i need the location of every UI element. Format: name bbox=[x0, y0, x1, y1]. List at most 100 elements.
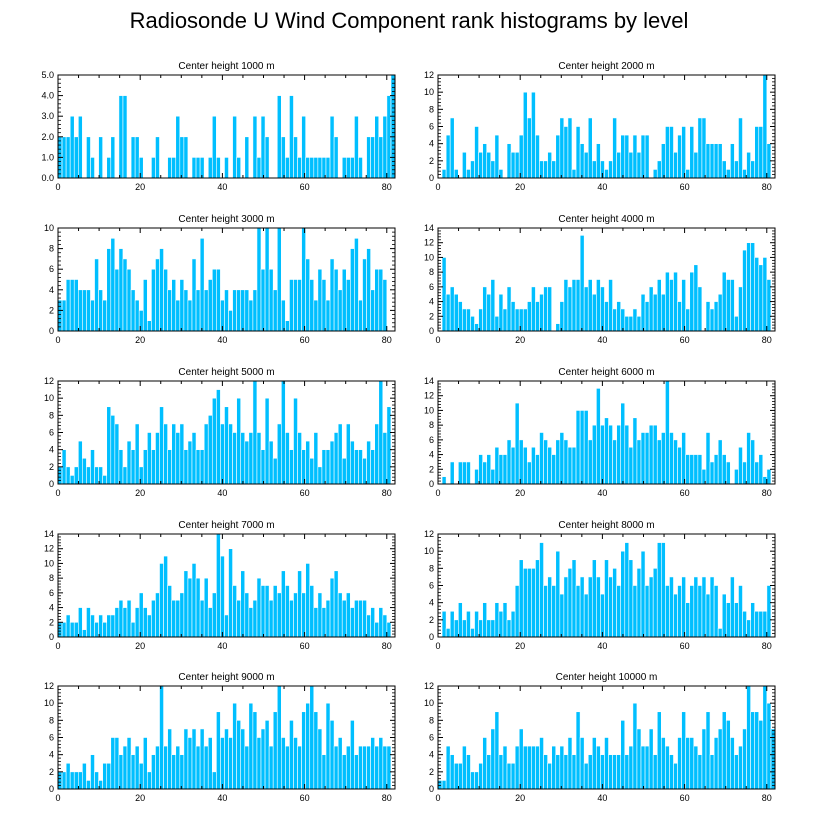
bar bbox=[382, 745, 388, 790]
x-tick-label: 40 bbox=[597, 335, 607, 345]
chart-panel-9: Center height 9000 m 0 20 40 60 80 0 2 4 6 8 10 12 bbox=[44, 672, 396, 803]
bar bbox=[661, 432, 666, 485]
bar bbox=[78, 607, 83, 638]
bar bbox=[337, 737, 343, 790]
bar bbox=[216, 268, 221, 332]
bar bbox=[445, 745, 451, 790]
bar bbox=[333, 432, 339, 485]
bar bbox=[106, 614, 112, 638]
bar bbox=[575, 410, 581, 485]
bar bbox=[709, 461, 715, 485]
bar bbox=[762, 74, 768, 179]
x-tick-label: 60 bbox=[680, 793, 690, 803]
bar bbox=[183, 136, 189, 179]
bar bbox=[717, 728, 723, 790]
bar bbox=[341, 754, 347, 790]
bar bbox=[90, 614, 95, 638]
bar bbox=[159, 406, 164, 485]
bar bbox=[244, 592, 250, 638]
bar bbox=[494, 134, 500, 179]
bar bbox=[195, 577, 201, 638]
y-tick-label: 2 bbox=[49, 617, 54, 627]
bar bbox=[539, 160, 544, 179]
y-tick-label: 2 bbox=[49, 462, 54, 472]
bar bbox=[207, 737, 213, 790]
x-tick-label: 20 bbox=[135, 335, 145, 345]
bar bbox=[482, 143, 488, 179]
bar bbox=[207, 157, 213, 179]
bar bbox=[325, 449, 331, 485]
bar bbox=[94, 258, 99, 332]
bar bbox=[293, 136, 298, 179]
bar bbox=[579, 576, 585, 638]
y-tick-label: 4 bbox=[49, 603, 54, 613]
bar bbox=[608, 279, 613, 332]
bar bbox=[563, 279, 569, 332]
bar bbox=[445, 134, 451, 179]
bar bbox=[754, 610, 760, 638]
bar bbox=[709, 754, 715, 790]
y-tick-label: 0 bbox=[429, 632, 434, 642]
bar bbox=[750, 160, 756, 179]
bar bbox=[325, 299, 331, 332]
bar bbox=[102, 621, 108, 638]
bar bbox=[256, 157, 262, 179]
bar bbox=[693, 576, 699, 638]
bar bbox=[717, 293, 723, 332]
bar bbox=[313, 607, 319, 638]
bar bbox=[563, 439, 569, 485]
bar bbox=[301, 711, 306, 790]
bar bbox=[518, 728, 524, 790]
bar bbox=[514, 151, 520, 179]
bar bbox=[466, 610, 471, 638]
bar bbox=[386, 745, 392, 790]
bar bbox=[244, 440, 250, 485]
bar bbox=[579, 410, 585, 485]
plot-frame bbox=[57, 533, 396, 638]
x-tick-label: 0 bbox=[435, 182, 440, 192]
bar bbox=[370, 737, 376, 790]
bar bbox=[285, 320, 290, 332]
bar bbox=[620, 308, 626, 332]
bar bbox=[604, 417, 609, 485]
bar bbox=[510, 762, 516, 790]
bar bbox=[126, 440, 132, 485]
bar bbox=[705, 711, 711, 790]
bar bbox=[575, 279, 581, 332]
bar bbox=[758, 264, 764, 332]
bar bbox=[713, 143, 719, 179]
chart-panel-7: Center height 7000 m 0 20 40 60 80 0 2 4 6 8 10 12 14 bbox=[44, 520, 396, 651]
y-tick-label: 8 bbox=[49, 573, 54, 583]
x-tick-label: 20 bbox=[515, 488, 525, 498]
bar bbox=[522, 745, 528, 790]
bar bbox=[65, 136, 71, 179]
bar bbox=[366, 136, 371, 179]
bar bbox=[110, 238, 116, 332]
bar bbox=[134, 136, 140, 179]
x-tick-label: 80 bbox=[762, 335, 772, 345]
bar bbox=[531, 568, 536, 638]
bar bbox=[640, 134, 646, 179]
bar bbox=[57, 466, 63, 485]
bar bbox=[583, 593, 589, 638]
bar bbox=[309, 585, 315, 638]
bar bbox=[183, 570, 189, 638]
bar bbox=[474, 323, 479, 332]
bar bbox=[551, 745, 557, 790]
bar bbox=[122, 745, 128, 790]
bar bbox=[604, 737, 609, 790]
bar bbox=[709, 308, 715, 332]
y-tick-label: 6 bbox=[49, 428, 54, 438]
bar bbox=[661, 542, 666, 638]
y-tick-label: 0 bbox=[49, 784, 54, 794]
y-tick-label: 2.0 bbox=[41, 132, 54, 142]
y-tick-label: 6 bbox=[429, 122, 434, 132]
bar bbox=[191, 432, 197, 485]
bar bbox=[147, 320, 152, 332]
bar bbox=[110, 737, 116, 790]
bar bbox=[656, 711, 662, 790]
bar bbox=[547, 286, 552, 332]
bar bbox=[272, 289, 278, 332]
